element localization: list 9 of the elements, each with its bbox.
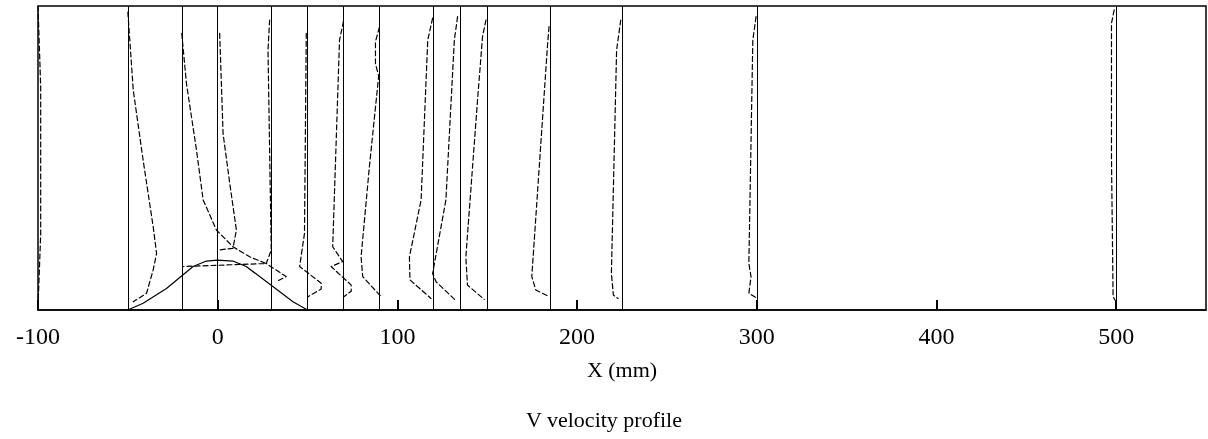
x-tick-label: 400 (918, 323, 955, 349)
x-tick-label: -100 (16, 323, 60, 349)
x-axis-title: X (mm) (586, 356, 658, 382)
x-tick-label: 500 (1098, 323, 1135, 349)
x-tick-label: 100 (379, 323, 416, 349)
x-tick-label: 300 (738, 323, 775, 349)
text: V velocity profile (526, 406, 682, 432)
x-tick-label: 200 (559, 323, 596, 349)
x-tick-label: 0 (211, 323, 224, 349)
